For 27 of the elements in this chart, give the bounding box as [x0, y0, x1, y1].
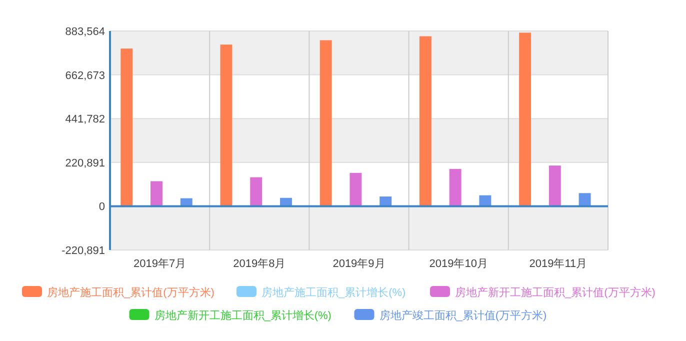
- bar: [419, 36, 432, 206]
- y-tick-label: 662,673: [65, 70, 105, 82]
- bar: [449, 168, 462, 206]
- x-tick-label: 2019年10月: [429, 258, 488, 270]
- y-tick-label: 883,564: [65, 26, 105, 38]
- x-tick-label: 2019年8月: [233, 258, 286, 270]
- legend-label: 房地产新开工施工面积_累计增长(%): [154, 309, 332, 322]
- x-tick-label: 2019年11月: [529, 258, 588, 270]
- bar: [150, 181, 162, 206]
- bar: [220, 44, 232, 206]
- bar: [320, 40, 332, 206]
- y-tick-label: 0: [98, 201, 105, 214]
- legend-label: 房地产竣工面积_累计值(万平方米): [379, 309, 547, 322]
- y-tick-label: -220,891: [62, 245, 105, 257]
- y-tick-label: 441,782: [65, 114, 105, 126]
- bar: [548, 166, 561, 206]
- bar: [519, 32, 532, 206]
- legend-label: 房地产施工面积_累计增长(%): [262, 286, 406, 299]
- x-tick-label: 2019年7月: [134, 258, 186, 270]
- y-tick-label: 220,891: [65, 157, 105, 170]
- bar: [250, 177, 262, 206]
- bar: [350, 172, 362, 206]
- bar: [578, 193, 591, 206]
- bar: [120, 48, 133, 206]
- legend-label: 房地产施工面积_累计值(万平方米): [47, 286, 214, 299]
- x-tick-label: 2019年9月: [332, 258, 386, 270]
- legend-label: 房地产新开工施工面积_累计值(万平方米): [455, 286, 656, 299]
